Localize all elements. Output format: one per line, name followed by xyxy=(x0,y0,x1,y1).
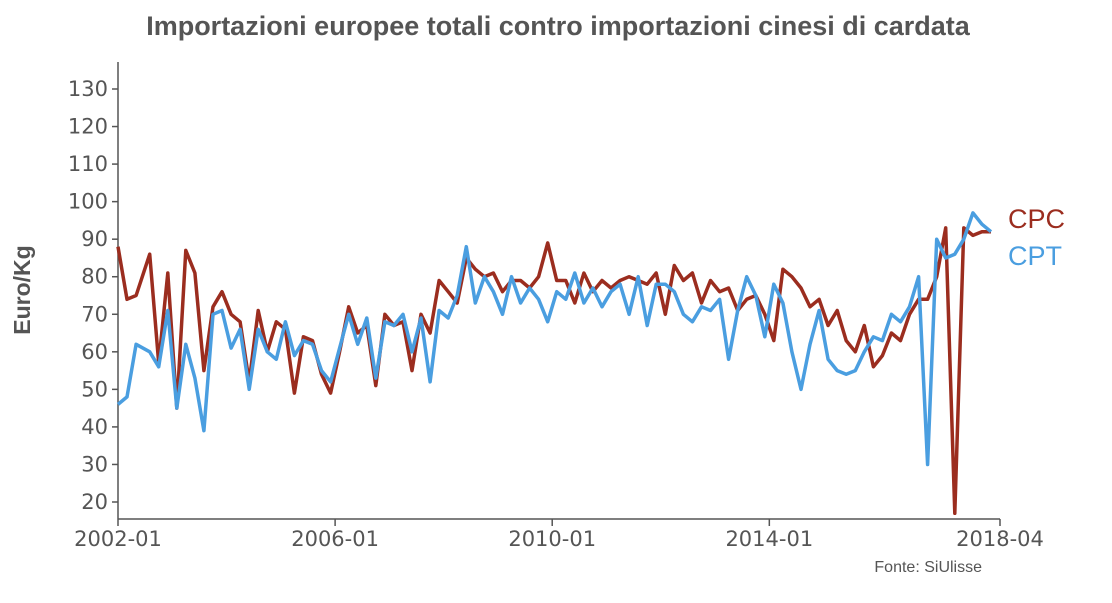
x-tick-label: 2014-01 xyxy=(725,527,813,551)
y-tick-label: 20 xyxy=(81,490,108,514)
y-tick-label: 120 xyxy=(68,115,108,139)
y-tick-label: 50 xyxy=(81,377,108,401)
y-tick-label: 60 xyxy=(81,340,108,364)
series-labels: CPC CPT xyxy=(1008,204,1065,271)
source-note: Fonte: SiUlisse xyxy=(874,559,982,576)
y-tick-label: 100 xyxy=(68,190,108,214)
series-line-cpt xyxy=(116,211,993,467)
y-tick-label: 70 xyxy=(81,302,108,326)
y-tick-label: 110 xyxy=(68,152,108,176)
y-tick-label: 130 xyxy=(68,77,108,101)
y-tick-label: 80 xyxy=(81,265,108,289)
y-tick-label: 90 xyxy=(81,227,108,251)
x-tick-label: 2006-01 xyxy=(291,527,379,551)
series-line-cpc xyxy=(116,226,991,516)
y-axis: 20 30 40 50 60 70 80 90 100 110 120 130 xyxy=(68,77,118,514)
series-label-cpc: CPC xyxy=(1008,204,1065,234)
chart-title: Importazioni europee totali contro impor… xyxy=(146,11,971,41)
x-tick-label: 2018-04 xyxy=(956,527,1044,551)
y-axis-label: Euro/Kg xyxy=(9,245,35,334)
y-tick-label: 30 xyxy=(81,452,108,476)
series-label-cpt: CPT xyxy=(1008,241,1062,271)
series-group xyxy=(116,211,993,516)
x-tick-label: 2002-01 xyxy=(74,527,162,551)
x-tick-label: 2010-01 xyxy=(508,527,596,551)
y-tick-label: 40 xyxy=(81,415,108,439)
x-axis: 2002-01 2006-01 2010-01 2014-01 2018-04 xyxy=(74,519,1044,551)
